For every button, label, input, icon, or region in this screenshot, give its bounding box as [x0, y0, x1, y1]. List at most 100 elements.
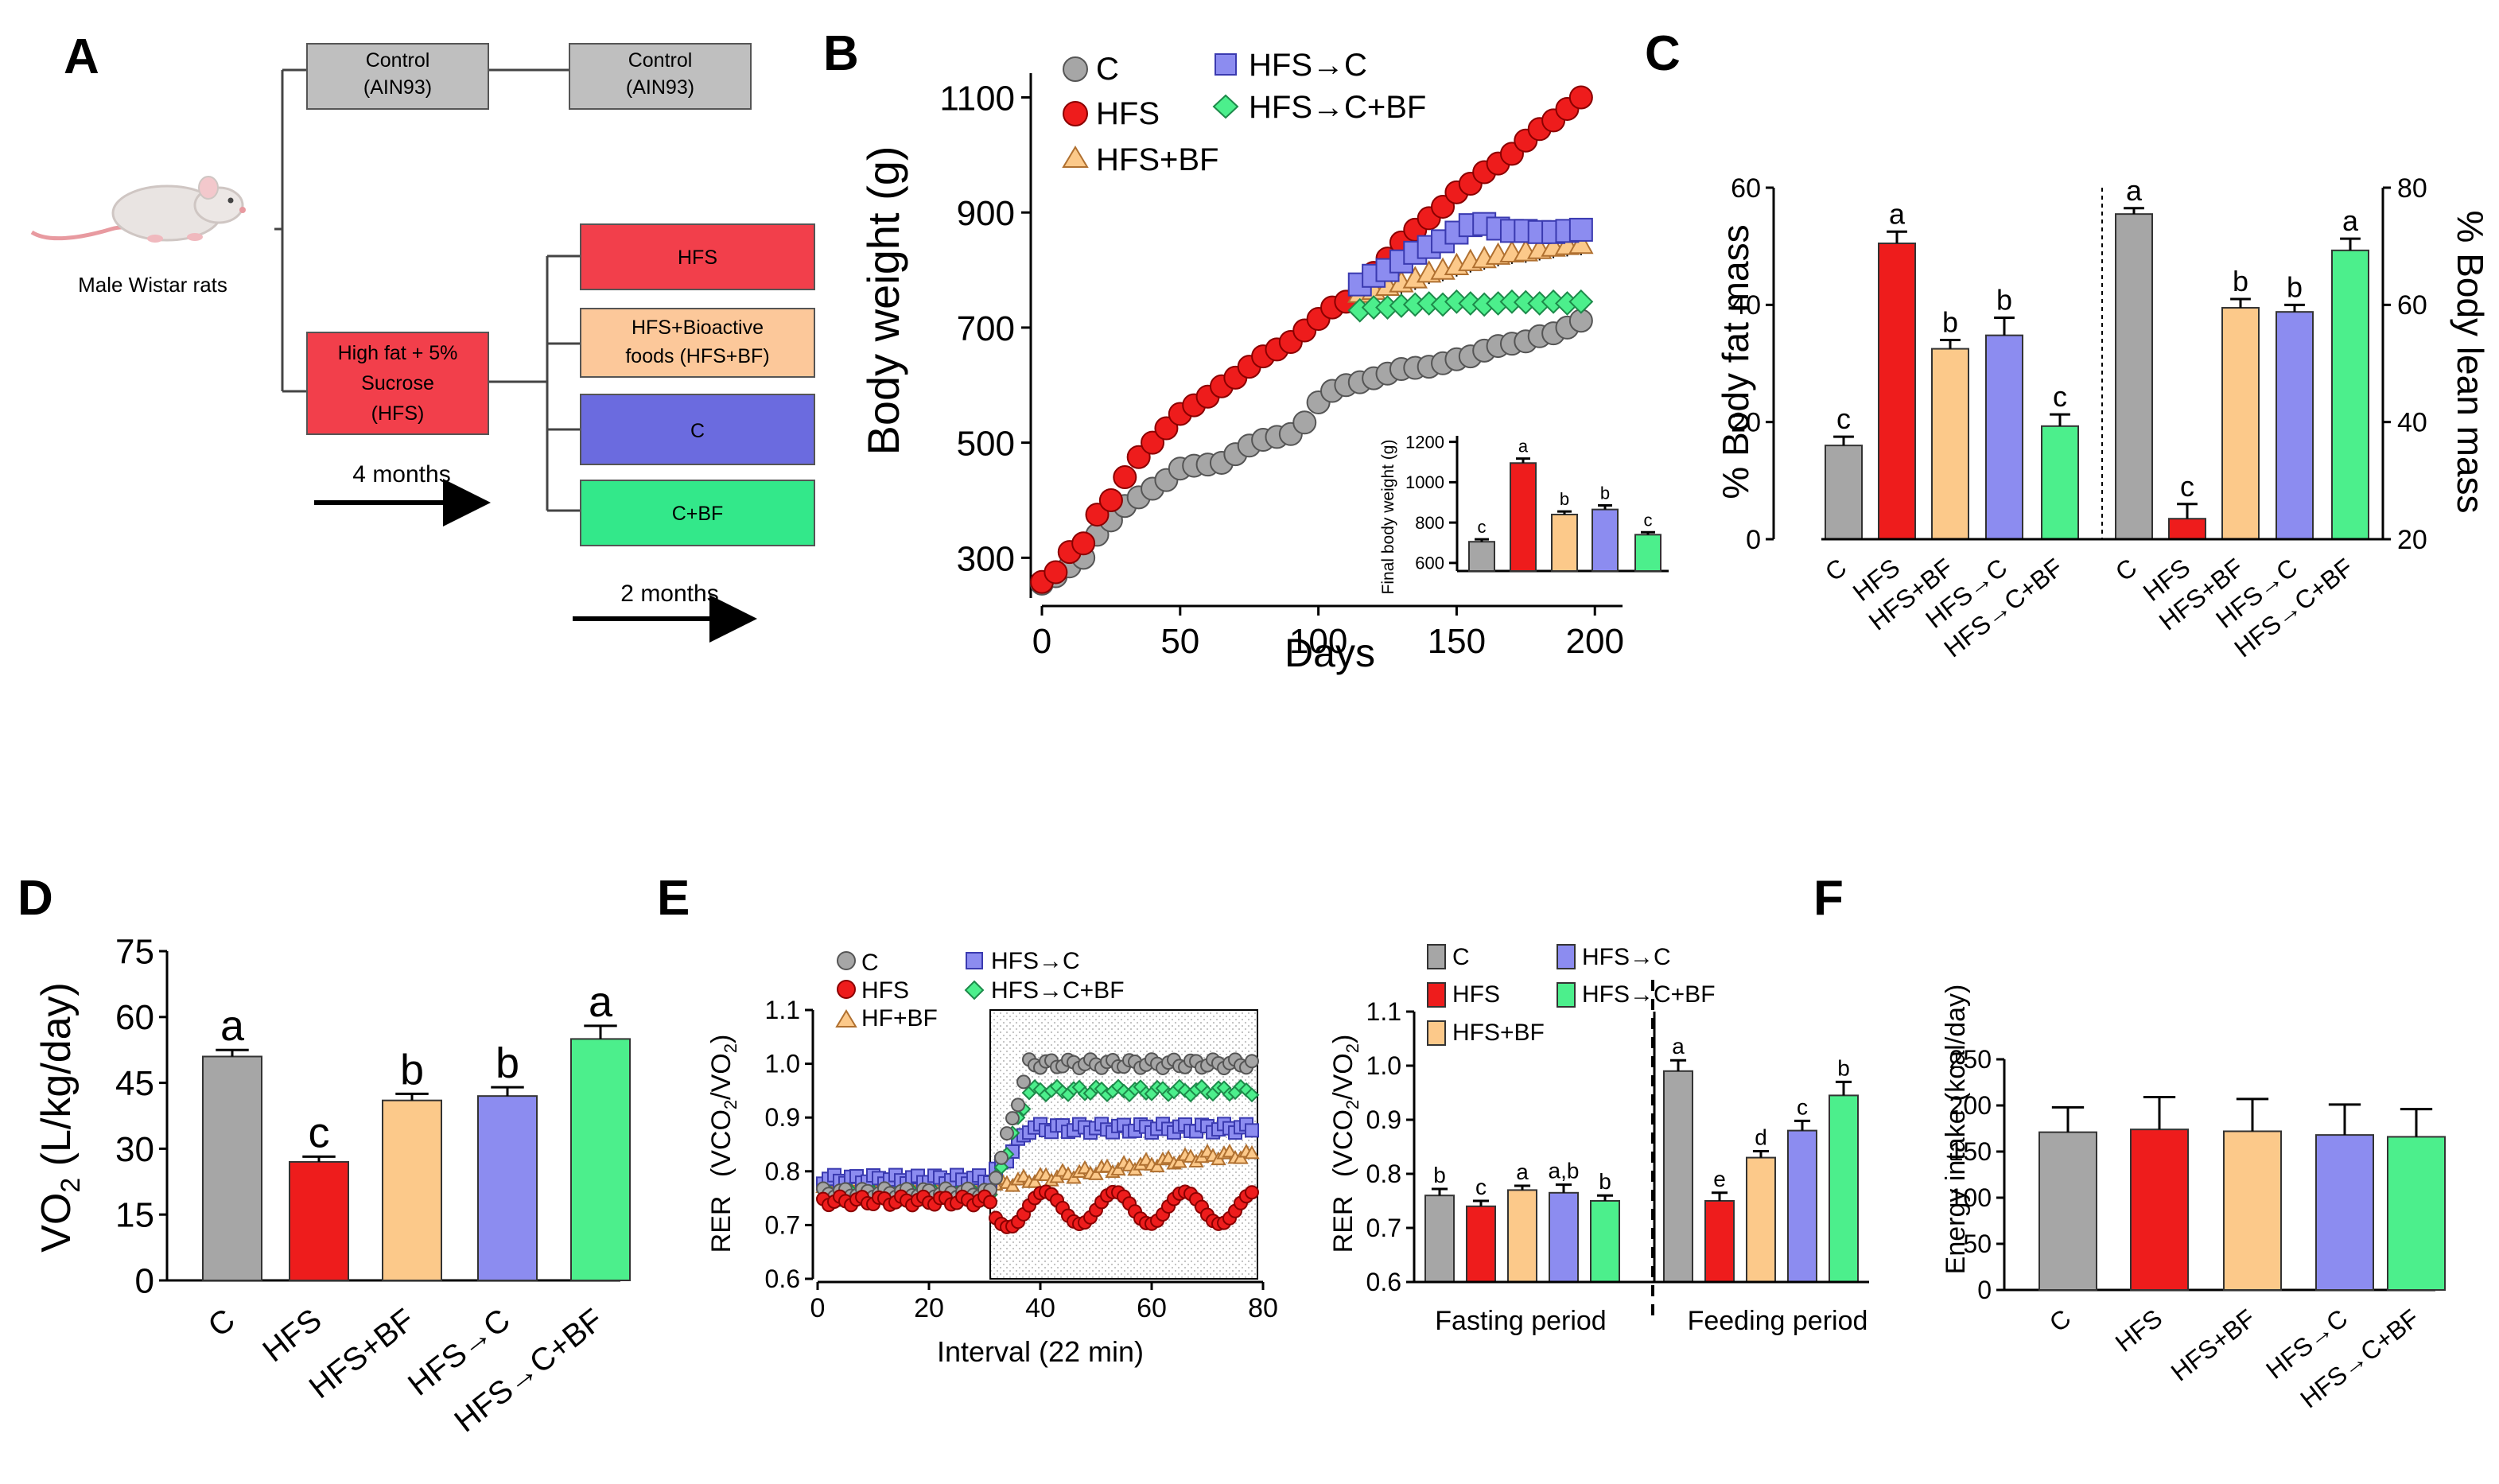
c-lean-y-tick-label: 40 [2397, 408, 2427, 438]
d-category-label: C [202, 1302, 242, 1343]
e-bar-fasting-y-tick-label: 0.6 [1366, 1268, 1401, 1296]
c-fat-category-label: C [1820, 553, 1852, 587]
b-inset-sig-letter: a [1518, 437, 1529, 456]
e-bar-y-label-2a: (VCO [1328, 1109, 1358, 1177]
box-c [580, 394, 815, 465]
e-bar-y-label-2c: /VO [1328, 1053, 1358, 1100]
e-bar-fasting-sig-letter: a,b [1549, 1159, 1580, 1183]
e-bar-fasting-bar [1590, 1200, 1620, 1283]
e-point-hf-bf [1222, 1143, 1238, 1158]
control-2-line-1: Control [628, 49, 693, 72]
c-lean-y-tick-label: 20 [2397, 525, 2427, 555]
b-legend: C HFS HFS+BF HFS→C HFS→C+BF [1062, 48, 1426, 177]
e-bar-legend-hfsbf: HFS+BF [1452, 1020, 1545, 1046]
e-line-x-tick-label: 20 [914, 1293, 944, 1323]
d-y-tick-label: 75 [115, 932, 154, 971]
arrow-2-months-label: 2 months [620, 581, 718, 607]
c-lean-sig-letter: c [2180, 470, 2194, 503]
d-bar [202, 1055, 262, 1281]
e-feeding-window [989, 1009, 1258, 1280]
b-point-hfs [1431, 194, 1455, 219]
e-line-y-label-2e: ) [706, 1035, 736, 1043]
c-fat-bar [1985, 334, 2023, 540]
b-inset-bar [1510, 462, 1537, 572]
b-inset-y-tick-label: 1000 [1405, 472, 1444, 492]
c-lean-bar [2168, 518, 2206, 541]
b-point-hfs-bf [1568, 231, 1594, 254]
e-line-y-label-2b: 2 [721, 1100, 740, 1109]
b-legend-hfs: HFS [1096, 96, 1160, 131]
b-point-hfs [1154, 416, 1179, 441]
e-bar-y-label-2d: 2 [1343, 1043, 1362, 1053]
f-y-axis-label: Energy intake (kcal/day) [1941, 985, 1971, 1275]
panel-label-c: C [1645, 26, 1681, 81]
svg-text:Control(AIN93): Control (AIN93) [626, 49, 694, 99]
panel-e-rer: RER (VCO2/VO2) Interval (22 min) C HFS H… [706, 944, 1869, 1368]
b-point-hfs [1141, 430, 1165, 455]
d-sig-letter: a [220, 1002, 245, 1050]
e-bar-feeding-sig-letter: e [1713, 1167, 1726, 1191]
d-bar [477, 1095, 538, 1282]
c-fat-y-tick-label: 20 [1731, 408, 1761, 438]
c-bars: 0204060cCaHFSbHFS+BFbHFS→CcHFS→C+BF20406… [1731, 173, 2427, 663]
c-lean-sig-letter: b [2287, 270, 2303, 303]
e-point-hf-bf [1110, 1161, 1126, 1176]
e-point-hf-bf [1172, 1154, 1187, 1168]
d-bar [570, 1038, 631, 1282]
e-point-hf-bf [1244, 1144, 1260, 1160]
b-y-tick-label: 1100 [939, 79, 1015, 118]
b-series [1030, 85, 1594, 596]
scheme-tree-lines [274, 68, 581, 512]
c-lean-sig-letter: a [2342, 204, 2359, 237]
box-control-2 [569, 43, 752, 110]
control-1-line-2: (AIN93) [363, 76, 432, 99]
c-fat-sig-letter: b [1942, 306, 1958, 339]
f-y-tick-label: 0 [1977, 1276, 1992, 1304]
b-point-hfs-c-bf [1568, 289, 1594, 314]
e-bar-feeding-sig-letter: c [1797, 1094, 1808, 1119]
f-bar [2038, 1131, 2097, 1292]
b-point-hfs [1113, 465, 1137, 490]
b-point-hfs [1098, 488, 1123, 512]
b-point-c [1292, 410, 1317, 435]
e-bar-fasting-y-tick-label: 0.7 [1366, 1214, 1401, 1242]
f-y-tick-label: 50 [1963, 1230, 1992, 1258]
d-y-label-main: VO [33, 1193, 80, 1253]
hfs-diet-line-3: (HFS) [371, 402, 425, 425]
box-hfs-label: HFS [678, 247, 717, 269]
f-y-tick-label: 100 [1949, 1183, 1992, 1212]
d-category-label: HFS+BF [303, 1302, 422, 1405]
c-fat-bar [1825, 445, 1863, 541]
d-y-tick-label: 0 [135, 1261, 154, 1300]
c-lean-bar [2221, 307, 2260, 540]
b-inset-sig-letter: b [1560, 489, 1569, 509]
f-y-tick-label: 150 [1949, 1137, 1992, 1166]
e-bar-fasting-y-tick-label: 1.0 [1366, 1051, 1401, 1080]
f-category-label: C [2044, 1303, 2076, 1338]
e-bar-y-label: RER (VCO2/VO2) [1328, 1035, 1362, 1253]
e-bar-feeding-bar [1746, 1156, 1776, 1283]
e-bar-legend: C HFS HFS+BF HFS→C HFS→C+BF [1427, 944, 1716, 1046]
e-line-y-tick-label: 1.0 [765, 1050, 800, 1078]
b-inset-sig-letter: b [1600, 484, 1610, 503]
e-legend-hfs: HFS [861, 977, 909, 1004]
d-bar [289, 1160, 349, 1281]
d-category-label: HFS [256, 1302, 328, 1369]
e-bar-feeding-sig-letter: d [1755, 1125, 1767, 1149]
e-bar-fasting-y-tick-label: 0.8 [1366, 1160, 1401, 1188]
d-y-axis-label: VO2 (L/kg/day) [33, 982, 86, 1253]
b-inset-y-tick-label: 800 [1415, 513, 1444, 533]
e-bar-feeding-bar [1787, 1129, 1817, 1283]
d-y-tick-label: 60 [115, 998, 154, 1037]
d-sig-letter: a [589, 978, 613, 1026]
b-inset-final-weight: Final body weight (g) 600 800 1000 1200 c a b b… [1379, 432, 1669, 594]
b-inset-y-label: Final body weight (g) [1379, 440, 1397, 595]
f-bar [2223, 1130, 2282, 1291]
b-legend-hfs-c-bf: HFS→C+BF [1249, 90, 1426, 125]
e-bar-legend-hfs-c: HFS→C [1582, 944, 1671, 970]
e-point-hfs-c-bf [1244, 1087, 1260, 1103]
b-point-hfs [1126, 445, 1151, 469]
e-point-hf-bf [1027, 1174, 1043, 1188]
e-bar-group-fasting: Fasting period [1435, 1306, 1606, 1336]
